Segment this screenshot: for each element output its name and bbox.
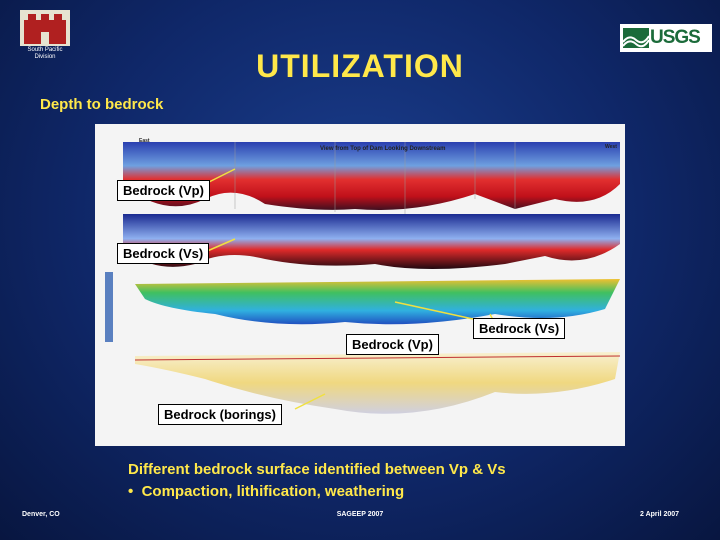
usgs-text: USGS xyxy=(650,27,701,48)
division-logo xyxy=(20,10,70,46)
bullet: Compaction, lithification, weathering xyxy=(128,483,405,500)
callout: Bedrock (Vs) xyxy=(473,318,566,339)
figure: View from Top of Dam Looking Downstream … xyxy=(95,124,625,446)
callout: Bedrock (Vp) xyxy=(346,334,439,355)
callout: Bedrock (Vp) xyxy=(117,180,210,201)
footer-event: SAGEEP 2007 xyxy=(336,511,384,518)
callout: Bedrock (Vs) xyxy=(117,243,210,264)
usgs-logo: USGS xyxy=(620,24,712,52)
caption: Different bedrock surface identified bet… xyxy=(128,461,506,478)
figure-note: East xyxy=(139,138,150,144)
division-name: South Pacific Division xyxy=(27,47,63,60)
slide-title: UTILIZATION xyxy=(256,48,464,84)
footer-location: Denver, CO xyxy=(22,511,60,518)
bullet-list: Compaction, lithification, weathering xyxy=(128,483,405,500)
tomography-panels xyxy=(95,124,625,446)
slide-subtitle: Depth to bedrock xyxy=(40,96,164,113)
footer-date: 2 April 2007 xyxy=(640,511,680,518)
figure-note: View from Top of Dam Looking Downstream xyxy=(320,146,446,152)
usgs-mark xyxy=(623,28,649,48)
figure-note: West xyxy=(605,144,617,150)
callout: Bedrock (borings) xyxy=(158,404,282,425)
